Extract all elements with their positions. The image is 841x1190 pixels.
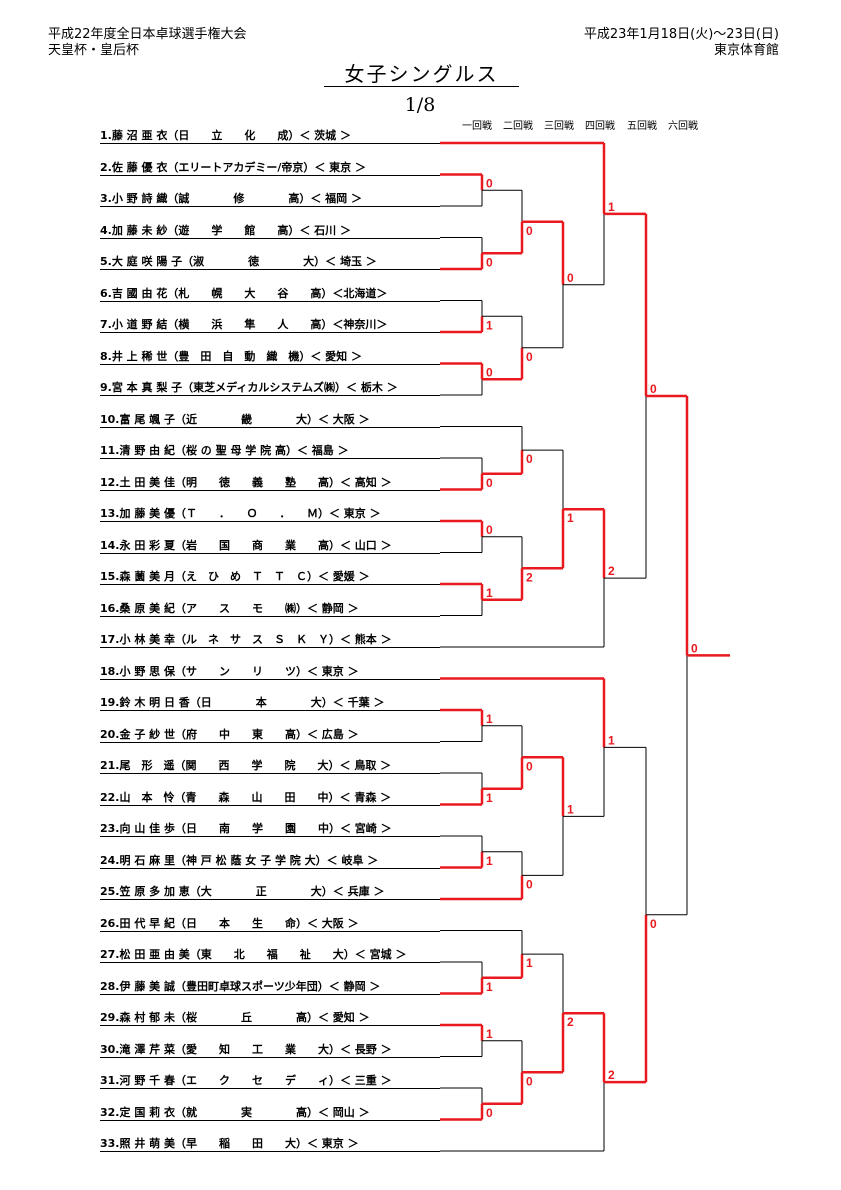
player-entry: 22.山 本 怜（青 森 山 田 中）＜ 青森 ＞ <box>100 790 440 806</box>
tournament-name: 平成22年度全日本卓球選手権大会 <box>48 27 247 42</box>
player-entry: 15.森 薗 美 月（え ひ め Ｔ Ｔ Ｃ）＜ 愛媛 ＞ <box>100 569 440 585</box>
match-score: 0 <box>567 271 574 285</box>
page-number: 1/8 <box>404 94 436 116</box>
player-entry: 23.向 山 佳 歩（日 南 学 園 中）＜ 宮崎 ＞ <box>100 821 440 837</box>
match-score: 1 <box>486 318 493 332</box>
match-score: 0 <box>526 759 533 773</box>
round-label-3: 三回戦 <box>544 121 574 132</box>
match-score: 1 <box>567 511 574 525</box>
player-entry: 33.照 井 萌 美（早 稲 田 大）＜ 東京 ＞ <box>100 1136 440 1152</box>
match-score: 1 <box>486 791 493 805</box>
match-score: 0 <box>691 641 698 655</box>
player-entry: 19.鈴 木 明 日 香（日 本 大）＜ 千葉 ＞ <box>100 695 440 711</box>
player-entry: 10.富 尾 颯 子（近 畿 大）＜ 大阪 ＞ <box>100 412 440 428</box>
player-entry: 6.吉 國 由 花（札 幌 大 谷 高）＜北海道＞ <box>100 286 440 302</box>
match-score: 0 <box>486 365 493 379</box>
match-score: 0 <box>526 1074 533 1088</box>
player-entry: 27.松 田 亜 由 美（東 北 福 祉 大）＜ 宮城 ＞ <box>100 947 440 963</box>
player-entry: 28.伊 藤 美 誠（豊田町卓球スポーツ少年団）＜ 静岡 ＞ <box>100 979 440 995</box>
player-entry: 3.小 野 詩 織（誠 修 高）＜ 福岡 ＞ <box>100 191 440 207</box>
match-score: 0 <box>526 452 533 466</box>
player-entry: 21.尾 形 遥（関 西 学 院 大）＜ 鳥取 ＞ <box>100 758 440 774</box>
player-entry: 29.森 村 郁 未（桜 丘 高）＜ 愛知 ＞ <box>100 1010 440 1026</box>
match-score: 1 <box>608 200 615 214</box>
match-score: 0 <box>486 176 493 190</box>
match-score: 2 <box>567 1015 574 1029</box>
player-entry: 31.河 野 千 春（エ ク セ デ ィ）＜ 三重 ＞ <box>100 1073 440 1089</box>
round-label-6: 六回戦 <box>668 121 698 132</box>
round-label-4: 四回戦 <box>585 121 615 132</box>
match-score: 0 <box>486 1106 493 1120</box>
player-entry: 1.藤 沼 亜 衣（日 立 化 成）＜ 茨城 ＞ <box>100 128 440 144</box>
player-entry: 32.定 国 莉 衣（就 実 高）＜ 岡山 ＞ <box>100 1105 440 1121</box>
player-entry: 8.井 上 稀 世（豊 田 自 動 織 機）＜ 愛知 ＞ <box>100 349 440 365</box>
player-entry: 12.土 田 美 佳（明 徳 義 塾 高）＜ 高知 ＞ <box>100 475 440 491</box>
match-score: 0 <box>650 382 657 396</box>
match-score: 0 <box>650 917 657 931</box>
player-entry: 4.加 藤 未 紗（遊 学 館 高）＜ 石川 ＞ <box>100 223 440 239</box>
player-entry: 20.金 子 紗 世（府 中 東 高）＜ 広島 ＞ <box>100 727 440 743</box>
cup-names: 天皇杯・皇后杯 <box>48 43 140 58</box>
player-entry: 13.加 藤 美 優（Ｔ ． Ｏ ． Ｍ）＜ 東京 ＞ <box>100 506 440 522</box>
match-score: 2 <box>608 1068 615 1082</box>
match-score: 0 <box>486 255 493 269</box>
player-entry: 11.清 野 由 紀（桜 の 聖 母 学 院 高）＜ 福島 ＞ <box>100 443 440 459</box>
match-score: 0 <box>526 877 533 891</box>
match-score: 1 <box>567 802 574 816</box>
match-score: 2 <box>526 570 533 584</box>
match-score: 0 <box>526 224 533 238</box>
match-score: 0 <box>486 476 493 490</box>
round-label-5: 五回戦 <box>627 121 657 132</box>
player-entry: 25.笠 原 多 加 恵（大 正 大）＜ 兵庫 ＞ <box>100 884 440 900</box>
round-label-1: 一回戦 <box>462 121 492 132</box>
player-entry: 7.小 道 野 結（横 浜 隼 人 高）＜神奈川＞ <box>100 317 440 333</box>
match-score: 1 <box>486 586 493 600</box>
player-entry: 18.小 野 思 保（サ ン リ ツ）＜ 東京 ＞ <box>100 664 440 680</box>
match-score: 1 <box>608 733 615 747</box>
player-entry: 9.宮 本 真 梨 子（東芝メディカルシステムズ㈱）＜ 栃木 ＞ <box>100 380 440 396</box>
player-entry: 14.永 田 彩 夏（岩 国 商 業 高）＜ 山口 ＞ <box>100 538 440 554</box>
tournament-venue: 東京体育館 <box>713 43 779 58</box>
match-score: 1 <box>486 854 493 868</box>
player-entry: 16.桑 原 美 紀（ア ス モ ㈱）＜ 静岡 ＞ <box>100 601 440 617</box>
match-score: 0 <box>526 350 533 364</box>
player-entry: 2.佐 藤 優 衣（エリートアカデミー/帝京）＜ 東京 ＞ <box>100 160 440 176</box>
player-entry: 24.明 石 麻 里（神 戸 松 蔭 女 子 学 院 大）＜ 岐阜 ＞ <box>100 853 440 869</box>
match-score: 2 <box>608 564 615 578</box>
player-entry: 17.小 林 美 幸（ル ネ サ ス Ｓ Ｋ Ｙ）＜ 熊本 ＞ <box>100 632 440 648</box>
page-title: 女子シングルス <box>324 62 519 87</box>
match-score: 0 <box>486 523 493 537</box>
player-entry: 26.田 代 早 紀（日 本 生 命）＜ 大阪 ＞ <box>100 916 440 932</box>
match-score: 1 <box>526 956 533 970</box>
player-entry: 5.大 庭 咲 陽 子（淑 徳 大）＜ 埼玉 ＞ <box>100 254 440 270</box>
match-score: 1 <box>486 1027 493 1041</box>
round-label-2: 二回戦 <box>503 121 533 132</box>
match-score: 1 <box>486 712 493 726</box>
tournament-dates: 平成23年1月18日(火)～23日(日) <box>583 27 779 42</box>
match-score: 1 <box>486 980 493 994</box>
player-entry: 30.滝 澤 芹 菜（愛 知 工 業 大）＜ 長野 ＞ <box>100 1042 440 1058</box>
